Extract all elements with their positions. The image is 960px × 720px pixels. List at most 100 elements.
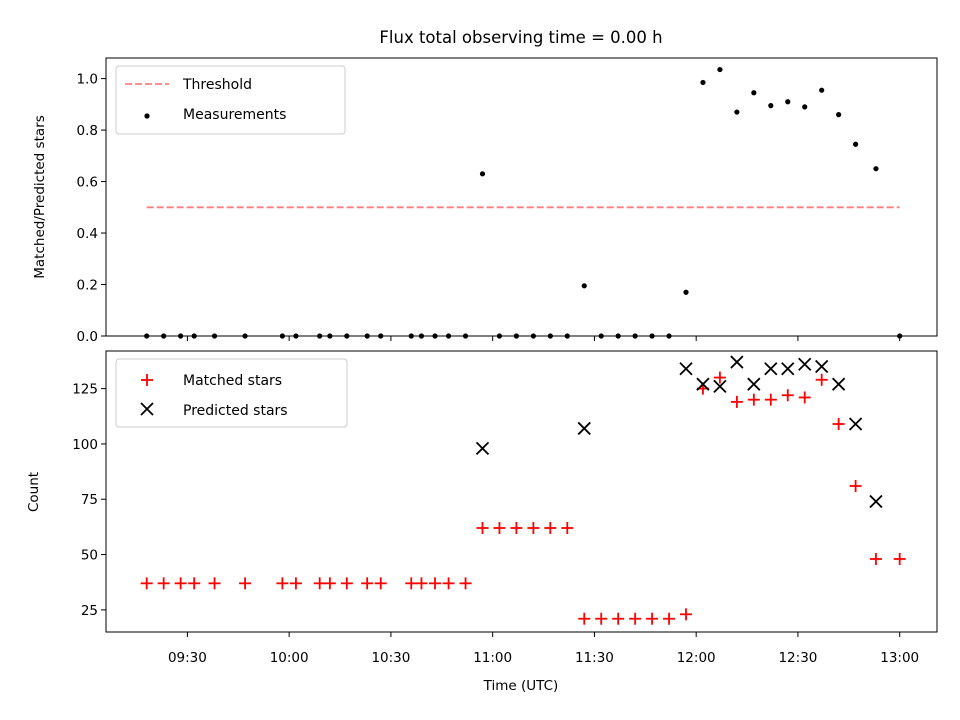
top-legend: Threshold Measurements — [115, 65, 346, 135]
matched-stars-point — [323, 577, 336, 590]
bottom-x-tick-label: 11:00 — [473, 650, 512, 666]
bottom-x-tick-label: 11:30 — [575, 650, 614, 666]
predicted-stars-point — [781, 362, 795, 376]
predicted-stars-point — [832, 377, 846, 391]
matched-stars-point — [561, 522, 574, 535]
matched-stars-point — [208, 577, 221, 590]
matched-stars-point — [646, 612, 659, 625]
predicted-stars-point — [869, 494, 883, 509]
matched-stars-point — [405, 577, 418, 590]
bottom-y-axis-label: Count — [26, 472, 42, 512]
predicted-stars-point — [679, 362, 693, 376]
matched-stars-point — [578, 612, 591, 625]
bottom-y-tick-label: 50 — [81, 548, 98, 564]
bottom-x-tick-label: 12:30 — [778, 650, 817, 666]
legend-measurements-swatch — [144, 113, 150, 119]
matched-stars-point — [313, 577, 326, 590]
measurements-point — [717, 66, 723, 73]
matched-stars-point — [340, 577, 353, 590]
matched-stars-point — [815, 373, 828, 386]
measurements-point — [768, 103, 774, 109]
bottom-y-tick-label: 100 — [72, 437, 98, 453]
bottom-legend-box — [115, 358, 348, 428]
top-title: Flux total observing time = 0.00 h — [379, 28, 662, 47]
matched-stars-point — [764, 393, 777, 406]
legend-measurements-label: Measurements — [183, 107, 286, 123]
predicted-stars-point — [747, 377, 761, 391]
predicted-stars-point — [696, 377, 710, 391]
matched-stars-point — [239, 577, 252, 590]
top-y-axis-label: Matched/Predicted stars — [32, 115, 48, 278]
bottom-y-tick-label: 25 — [81, 603, 98, 619]
measurements-point — [873, 166, 879, 172]
bottom-axes-frame — [105, 350, 938, 633]
top-y-tick-label: 1.0 — [77, 72, 98, 88]
matched-stars-point — [174, 577, 187, 590]
matched-stars-point — [415, 577, 428, 590]
matched-stars-point — [140, 577, 153, 590]
top-y-tick-label: 0.2 — [77, 278, 98, 294]
matched-stars-point — [459, 577, 472, 590]
bottom-plot-area: 25 50 75 100 125 09:30 10:00 10:30 11:00 11:30 12:… — [72, 355, 919, 666]
bottom-x-tick-label: 09:30 — [168, 650, 207, 666]
matched-stars-point — [713, 371, 726, 384]
matched-stars-point — [747, 393, 760, 406]
matched-stars-point — [849, 479, 862, 492]
legend-predicted-swatch — [140, 402, 154, 416]
measurements-point — [479, 171, 486, 177]
bottom-x-axis-label: Time (UTC) — [483, 678, 559, 694]
matched-stars-point — [429, 577, 442, 590]
top-y-tick-label: 0.6 — [77, 175, 98, 191]
predicted-stars-point — [713, 379, 727, 394]
measurements-point — [802, 104, 808, 110]
top-panel: Flux total observing time = 0.00 h Match… — [32, 28, 938, 345]
measurements-point — [819, 87, 825, 93]
matched-stars-point — [663, 612, 676, 625]
top-y-tick-label: 0.0 — [77, 329, 98, 345]
matched-stars-point — [361, 577, 374, 590]
top-axes-frame — [105, 57, 938, 337]
predicted-stars-point — [764, 362, 778, 376]
matched-stars-point — [510, 522, 523, 535]
matched-stars-point — [629, 612, 642, 625]
measurements-point — [836, 112, 842, 118]
measurements-point — [751, 90, 757, 96]
matched-stars-point — [289, 577, 302, 590]
measurements-point — [581, 283, 587, 289]
top-y-tick-label: 0.8 — [77, 123, 98, 139]
matched-stars-point — [612, 612, 625, 625]
matched-stars-point — [374, 577, 387, 590]
matched-stars-point — [869, 552, 882, 565]
matched-stars-point — [527, 522, 540, 535]
matched-stars-point — [188, 577, 201, 590]
top-legend-box — [115, 65, 346, 135]
measurements-point — [683, 289, 689, 295]
legend-threshold-label: Threshold — [182, 77, 252, 93]
bottom-legend: Matched stars Predicted stars — [115, 358, 348, 428]
bottom-y-tick-label: 125 — [72, 382, 98, 398]
legend-matched-label: Matched stars — [183, 373, 282, 389]
matched-stars-point — [442, 577, 455, 590]
matched-stars-point — [544, 522, 557, 535]
predicted-stars-point — [730, 355, 744, 369]
matched-stars-point — [798, 391, 811, 404]
matched-stars-point — [730, 395, 743, 408]
measurements-point — [852, 141, 859, 147]
measurements-point — [785, 99, 791, 105]
matched-stars-point — [893, 552, 906, 565]
matched-stars-point — [276, 577, 289, 590]
measurements-point — [734, 109, 740, 115]
legend-predicted-label: Predicted stars — [183, 403, 288, 419]
top-y-tick-label: 0.4 — [77, 226, 98, 242]
matched-stars-point — [832, 418, 845, 431]
bottom-x-tick-label: 10:30 — [371, 650, 410, 666]
bottom-x-tick-label: 12:00 — [677, 650, 716, 666]
bottom-x-tick-label: 10:00 — [270, 650, 309, 666]
matched-stars-point — [781, 389, 794, 402]
predicted-stars-point — [848, 417, 863, 431]
matched-stars-point — [493, 522, 506, 535]
matched-stars-point — [157, 577, 170, 590]
predicted-stars-point — [798, 357, 812, 371]
predicted-stars-point — [577, 421, 591, 436]
